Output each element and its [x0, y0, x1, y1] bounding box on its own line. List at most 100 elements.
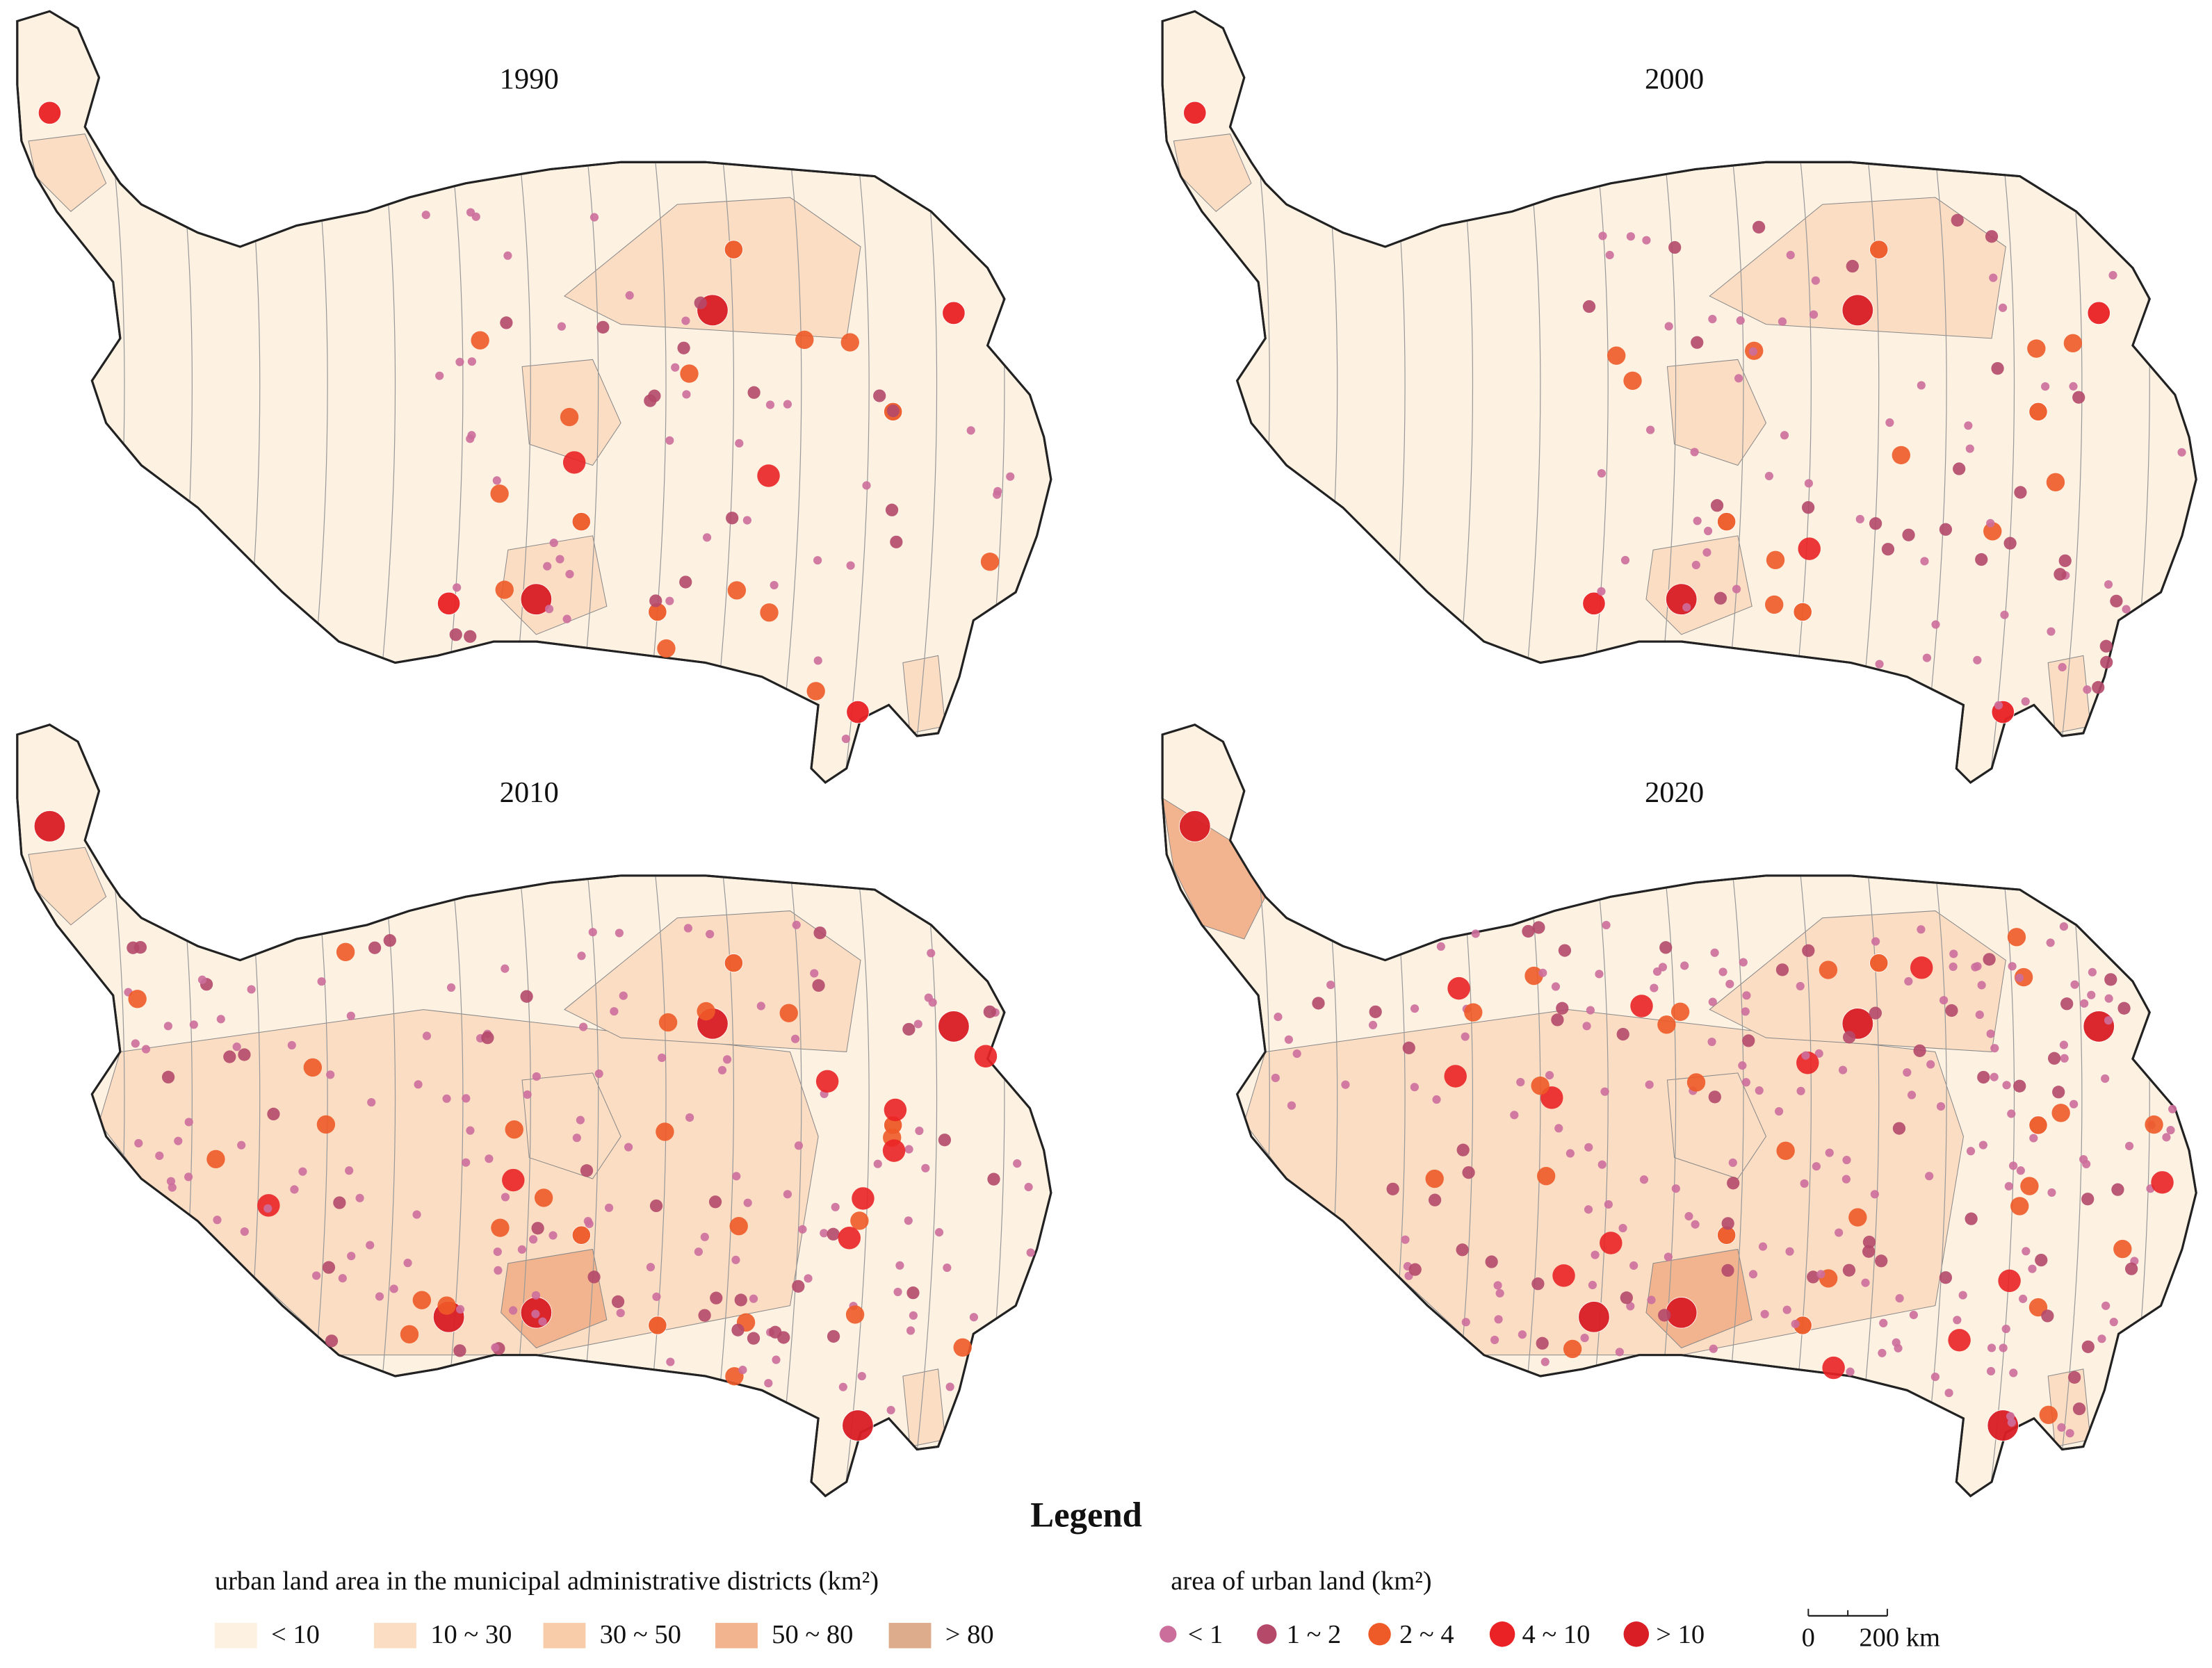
city-dot	[1646, 425, 1655, 434]
city-dot	[649, 594, 662, 607]
city-dot	[815, 1070, 839, 1093]
city-dot	[1802, 944, 1815, 957]
city-dot	[1584, 1205, 1593, 1214]
city-dot	[1994, 701, 2003, 710]
city-dot	[1580, 1333, 1589, 1343]
city-dot	[1841, 1175, 1851, 1184]
city-dot	[1718, 967, 1727, 976]
city-dot	[2009, 1368, 2018, 1377]
city-dot	[1755, 1086, 1764, 1095]
urban-label: 2 ~ 4	[1399, 1620, 1454, 1649]
city-dot	[1977, 981, 1986, 990]
city-dot	[722, 1055, 732, 1064]
city-dot	[1825, 1148, 1834, 1157]
city-dot	[1936, 1102, 1946, 1111]
city-dot	[495, 580, 514, 599]
city-dot	[505, 1120, 523, 1139]
city-dot	[1588, 1280, 1597, 1290]
city-dot	[749, 1294, 758, 1303]
city-dot	[2007, 928, 2026, 947]
city-dot	[873, 1159, 882, 1168]
city-dot	[1658, 1309, 1671, 1322]
city-dot	[2021, 697, 2030, 706]
city-dot	[1652, 967, 1662, 976]
city-dot	[1987, 1343, 1997, 1352]
city-dot	[1991, 361, 2004, 375]
city-dot	[2013, 1079, 2026, 1093]
city-dot	[1986, 1029, 1995, 1038]
city-dot	[987, 1172, 1000, 1186]
city-dot	[1812, 1162, 1821, 1171]
city-dot	[583, 1217, 592, 1226]
city-dot	[1892, 445, 1910, 465]
urban-legend-title: area of urban land (km²)	[1171, 1567, 1431, 1596]
city-dot	[724, 954, 744, 973]
city-dot	[1922, 653, 1932, 662]
city-dot	[1456, 1243, 1469, 1257]
city-dot	[503, 251, 512, 260]
city-dot	[1816, 1270, 1825, 1279]
city-dot	[1725, 979, 1734, 988]
city-dot	[1666, 583, 1698, 615]
city-dot	[2100, 655, 2113, 669]
city-dot	[1597, 468, 1606, 478]
city-dot	[1026, 1248, 1035, 1257]
city-dot	[915, 1126, 924, 1136]
city-dot	[1516, 1077, 1525, 1087]
city-dot	[1990, 1044, 1999, 1053]
city-dot	[1760, 1309, 1769, 1318]
city-dot	[658, 1013, 678, 1032]
city-dot	[1432, 1095, 1441, 1104]
city-dot	[1493, 1281, 1502, 1290]
city-dot	[681, 316, 690, 325]
scale-label: 0	[1802, 1623, 1815, 1652]
city-dot	[1870, 1190, 1879, 1199]
district-legend-title: urban land area in the municipal adminis…	[215, 1567, 879, 1596]
city-dot	[2009, 1161, 2018, 1170]
city-dot	[1179, 810, 1211, 842]
city-dot	[1447, 976, 1470, 1000]
city-dot	[263, 1204, 273, 1213]
city-dot	[656, 1122, 674, 1141]
district-boundary	[1988, 868, 2015, 1496]
city-dot	[783, 400, 792, 409]
city-dot	[1326, 980, 1335, 990]
city-dot	[1618, 1223, 1627, 1233]
city-dot	[697, 1001, 715, 1021]
city-dot	[1843, 1031, 1856, 1044]
city-dot	[368, 941, 382, 954]
city-dot	[1819, 960, 1838, 979]
city-dot	[2041, 382, 2050, 391]
city-dot	[435, 371, 444, 380]
city-dot	[1804, 479, 1814, 488]
city-dot	[1807, 1270, 1820, 1284]
city-dot	[531, 1222, 544, 1235]
city-dot	[502, 1168, 525, 1192]
city-dot	[727, 581, 747, 600]
plateau-border	[1161, 723, 2197, 1498]
city-dot	[1686, 1073, 1706, 1092]
city-dot	[743, 1198, 752, 1207]
city-dot	[2052, 1086, 2065, 1099]
city-dot	[1973, 655, 1982, 664]
city-dot	[580, 1164, 594, 1177]
city-dot	[1752, 220, 1766, 234]
city-dot	[813, 656, 822, 665]
city-dot	[1494, 1315, 1503, 1324]
city-dot	[2058, 662, 2067, 672]
city-dot	[1428, 1193, 1442, 1207]
city-dot	[1312, 997, 1325, 1010]
city-dot	[437, 1296, 456, 1315]
city-dot	[1714, 591, 1727, 605]
city-dot	[517, 1245, 526, 1254]
city-dot	[1709, 1344, 1718, 1353]
city-dot	[2002, 1081, 2011, 1090]
city-dot	[316, 1115, 336, 1134]
district-label: 50 ~ 80	[772, 1620, 853, 1649]
city-dot	[665, 596, 674, 605]
city-dot	[492, 476, 501, 485]
city-dot	[1734, 374, 1743, 383]
city-dot	[520, 583, 553, 615]
city-dot	[1292, 1049, 1301, 1058]
